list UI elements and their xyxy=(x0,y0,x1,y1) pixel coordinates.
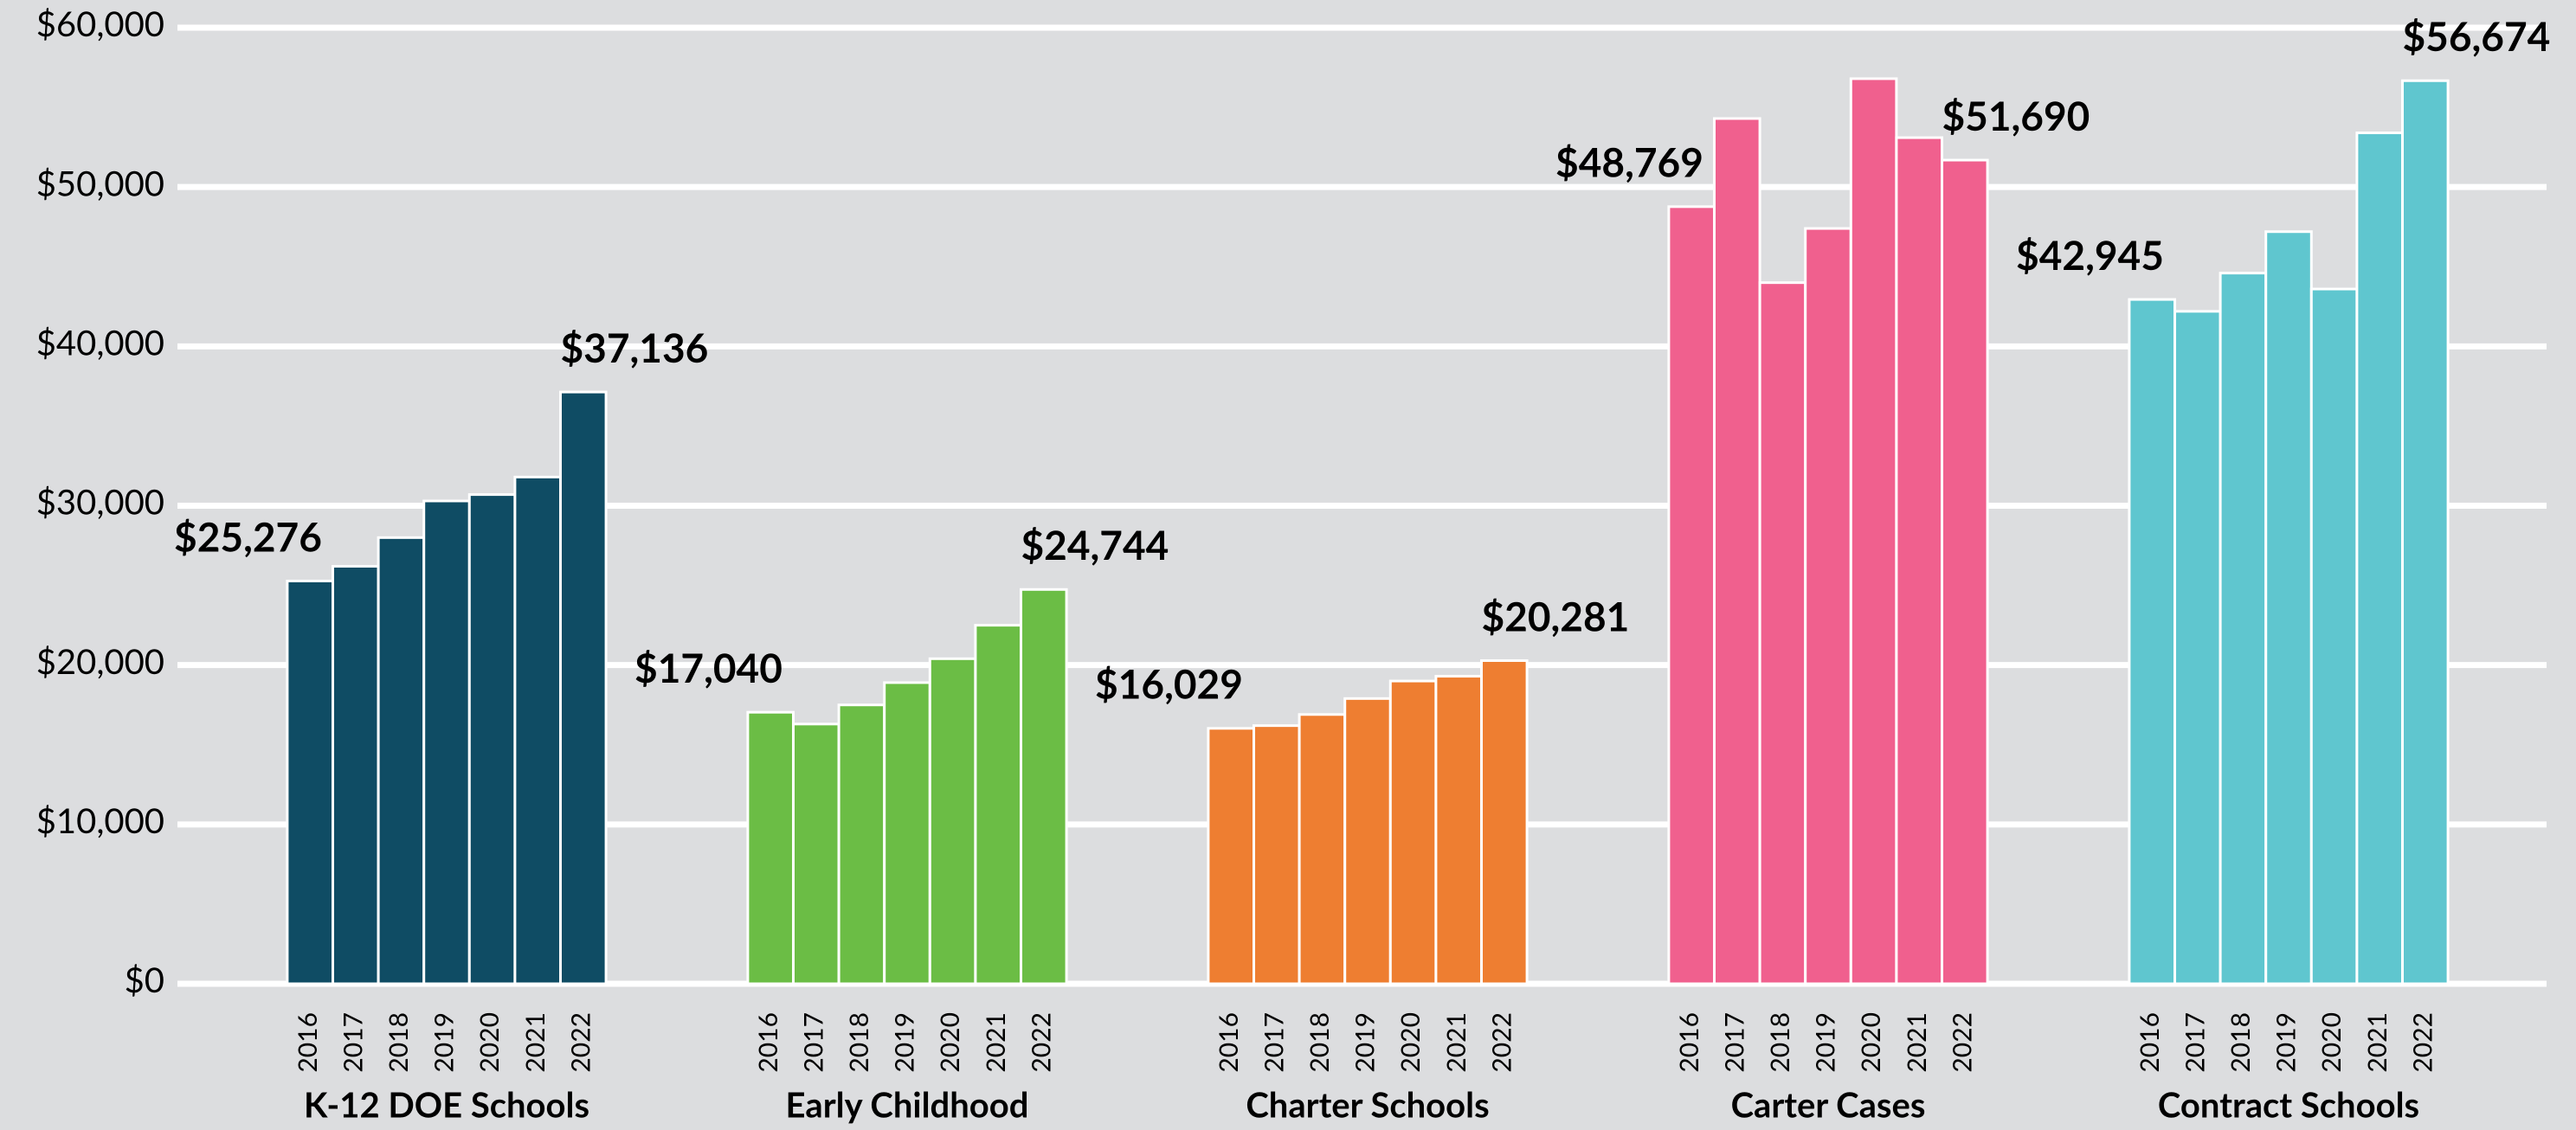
data-label: $25,276 xyxy=(174,512,322,560)
bar xyxy=(513,475,563,986)
x-tick-label: 2022 xyxy=(564,1012,596,1073)
bar xyxy=(2401,79,2450,986)
x-tick-label: 2019 xyxy=(889,1012,920,1073)
x-tick-label: 2019 xyxy=(1810,1012,1841,1073)
x-tick-label: 2017 xyxy=(1258,1012,1289,1073)
y-tick-label: $0 xyxy=(125,959,164,1000)
bar xyxy=(2219,272,2268,986)
bar xyxy=(1434,675,1484,986)
x-tick-label: 2019 xyxy=(1349,1012,1381,1073)
data-label: $20,281 xyxy=(1482,592,1630,639)
bar xyxy=(422,499,471,986)
bar xyxy=(974,624,1023,986)
x-tick-label: 2017 xyxy=(797,1012,828,1073)
x-tick-label: 2020 xyxy=(473,1012,505,1073)
data-label: $37,136 xyxy=(561,324,709,371)
x-tick-label: 2021 xyxy=(1440,1012,1472,1073)
bar xyxy=(1020,587,1068,986)
y-tick-label: $30,000 xyxy=(36,481,164,523)
x-tick-label: 2022 xyxy=(1946,1012,1977,1073)
x-tick-label: 2016 xyxy=(1213,1012,1244,1073)
bar xyxy=(883,681,931,986)
x-tick-label: 2019 xyxy=(2270,1012,2302,1073)
group-label: Early Childhood xyxy=(786,1083,1029,1125)
x-tick-label: 2021 xyxy=(1901,1012,1932,1073)
group-label: K-12 DOE Schools xyxy=(304,1083,589,1125)
bar xyxy=(1941,158,1989,986)
x-tick-label: 2020 xyxy=(1394,1012,1426,1073)
x-tick-label: 2017 xyxy=(1718,1012,1749,1073)
bar xyxy=(928,657,977,986)
x-tick-label: 2021 xyxy=(980,1012,1011,1073)
x-tick-label: 2016 xyxy=(752,1012,783,1073)
y-tick-label: $20,000 xyxy=(36,640,164,682)
x-tick-label: 2018 xyxy=(1764,1012,1795,1073)
bar xyxy=(377,536,426,986)
data-label: $48,769 xyxy=(1555,138,1703,186)
x-tick-label: 2020 xyxy=(2315,1012,2347,1073)
bar xyxy=(1343,697,1392,986)
x-tick-label: 2016 xyxy=(1673,1012,1704,1073)
bar xyxy=(1849,77,1898,986)
group-label: Carter Cases xyxy=(1731,1083,1926,1125)
bar xyxy=(332,564,380,986)
x-tick-label: 2019 xyxy=(428,1012,460,1073)
bar xyxy=(467,493,517,986)
group-label: Contract Schools xyxy=(2158,1083,2419,1125)
bar xyxy=(1253,724,1301,986)
bar xyxy=(1207,727,1256,986)
data-label: $24,744 xyxy=(1021,521,1169,568)
bar xyxy=(1804,227,1852,986)
x-tick-label: 2018 xyxy=(1304,1012,1335,1073)
bar xyxy=(792,722,840,986)
y-tick-label: $10,000 xyxy=(36,799,164,841)
x-tick-label: 2018 xyxy=(2225,1012,2256,1073)
bar xyxy=(837,703,886,986)
x-tick-label: 2020 xyxy=(934,1012,965,1073)
x-tick-label: 2017 xyxy=(2179,1012,2210,1073)
bar xyxy=(2128,298,2176,986)
x-tick-label: 2016 xyxy=(292,1012,323,1073)
bar xyxy=(1298,713,1347,986)
bar xyxy=(1713,117,1761,986)
data-label: $51,690 xyxy=(1942,92,2090,139)
data-label: $16,029 xyxy=(1095,660,1243,708)
bar xyxy=(2309,287,2359,986)
data-label: $42,945 xyxy=(2016,231,2164,279)
x-tick-label: 2016 xyxy=(2134,1012,2165,1073)
data-label: $56,674 xyxy=(2403,12,2551,60)
x-tick-label: 2021 xyxy=(519,1012,551,1073)
x-tick-label: 2022 xyxy=(1025,1012,1056,1073)
bar xyxy=(746,710,795,986)
y-tick-label: $60,000 xyxy=(36,3,164,44)
data-label: $17,040 xyxy=(634,644,782,691)
bar xyxy=(1667,205,1716,986)
x-tick-label: 2017 xyxy=(337,1012,368,1073)
x-tick-label: 2022 xyxy=(1485,1012,1517,1073)
bar xyxy=(286,580,334,986)
x-tick-label: 2018 xyxy=(383,1012,414,1073)
bar xyxy=(559,390,608,986)
x-tick-label: 2020 xyxy=(1855,1012,1886,1073)
bar xyxy=(2264,230,2313,986)
bar xyxy=(2174,310,2222,986)
bar xyxy=(1895,136,1943,986)
bar xyxy=(1480,658,1529,986)
bar xyxy=(2355,132,2404,986)
bar xyxy=(1758,281,1807,986)
bar xyxy=(1388,679,1438,986)
x-tick-label: 2022 xyxy=(2406,1012,2438,1073)
group-label: Charter Schools xyxy=(1246,1083,1489,1125)
x-tick-label: 2021 xyxy=(2361,1012,2392,1073)
y-tick-label: $40,000 xyxy=(36,321,164,363)
x-tick-label: 2018 xyxy=(843,1012,874,1073)
y-tick-label: $50,000 xyxy=(36,162,164,203)
